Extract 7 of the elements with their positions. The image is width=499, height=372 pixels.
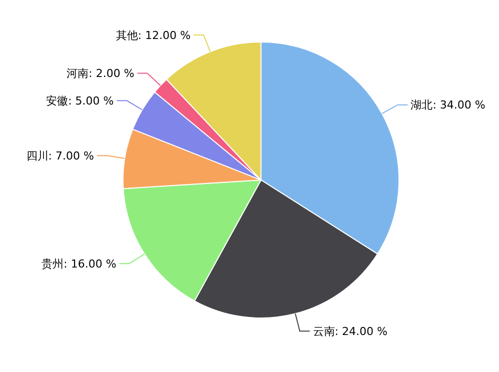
slice-label: 其他: 12.00 % — [116, 28, 191, 42]
slice-label: 云南: 24.00 % — [312, 324, 388, 338]
slice-label: 四川: 7.00 % — [26, 149, 94, 162]
slice-label: 河南: 2.00 % — [66, 67, 134, 80]
slice-label: 贵州: 16.00 % — [42, 257, 116, 270]
slice-label: 湖北: 34.00 % — [410, 98, 486, 112]
slice-label: 安徽: 5.00 % — [46, 94, 114, 108]
